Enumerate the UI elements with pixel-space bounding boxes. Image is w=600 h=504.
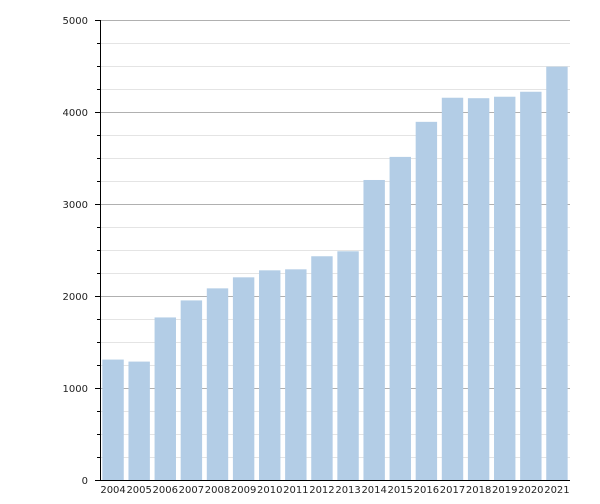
bar-2021 xyxy=(546,66,568,481)
bar-2013 xyxy=(337,251,359,480)
x-tick-label: 2004 xyxy=(100,485,125,496)
x-tick-label: 2011 xyxy=(283,485,308,496)
bar-2017 xyxy=(441,97,464,481)
bar-2010 xyxy=(259,270,281,480)
x-tick-label: 2006 xyxy=(153,485,178,496)
bar-2020 xyxy=(520,91,542,480)
x-tick-label: 2019 xyxy=(492,485,517,496)
x-tick-label: 2021 xyxy=(544,485,569,496)
x-tick-label: 2018 xyxy=(466,485,491,496)
bar-2007 xyxy=(180,300,203,480)
x-tick-label: 2017 xyxy=(440,485,465,496)
x-tick-label: 2009 xyxy=(231,485,256,496)
y-tick-label: 5000 xyxy=(63,16,88,27)
x-tick-label: 2007 xyxy=(179,485,204,496)
bar-2008 xyxy=(206,288,229,480)
y-tick-label: 3000 xyxy=(63,200,88,211)
bar-2015 xyxy=(389,156,411,480)
bar-2016 xyxy=(415,121,438,481)
bar-2012 xyxy=(311,256,333,480)
bar-2005 xyxy=(128,361,150,480)
x-tick-label: 2020 xyxy=(518,485,543,496)
y-tick-label: 1000 xyxy=(63,384,88,395)
bar-2014 xyxy=(363,179,385,480)
x-tick-label: 2010 xyxy=(257,485,282,496)
x-tick-label: 2008 xyxy=(205,485,230,496)
bar-2004 xyxy=(102,359,124,480)
bar-2018 xyxy=(467,98,490,480)
y-tick-label: 2000 xyxy=(63,292,88,303)
tick-labels: 2004 2005 2006 2007 2008 2009 2010 2011 2012 2013… xyxy=(63,16,570,496)
x-tick-label: 2015 xyxy=(388,485,413,496)
x-tick-label: 2014 xyxy=(361,485,386,496)
bar-2009 xyxy=(232,277,255,480)
bar-2011 xyxy=(285,269,307,480)
y-tick-label: 0 xyxy=(82,476,88,487)
bar-2006 xyxy=(154,317,176,480)
axes xyxy=(95,20,570,481)
x-tick-label: 2012 xyxy=(309,485,334,496)
x-tick-label: 2016 xyxy=(414,485,439,496)
gridlines xyxy=(100,20,570,458)
x-tick-label: 2013 xyxy=(335,485,360,496)
y-tick-label: 4000 xyxy=(63,108,88,119)
bars xyxy=(102,66,568,481)
bar-2019 xyxy=(494,96,516,480)
x-tick-label: 2005 xyxy=(126,485,151,496)
